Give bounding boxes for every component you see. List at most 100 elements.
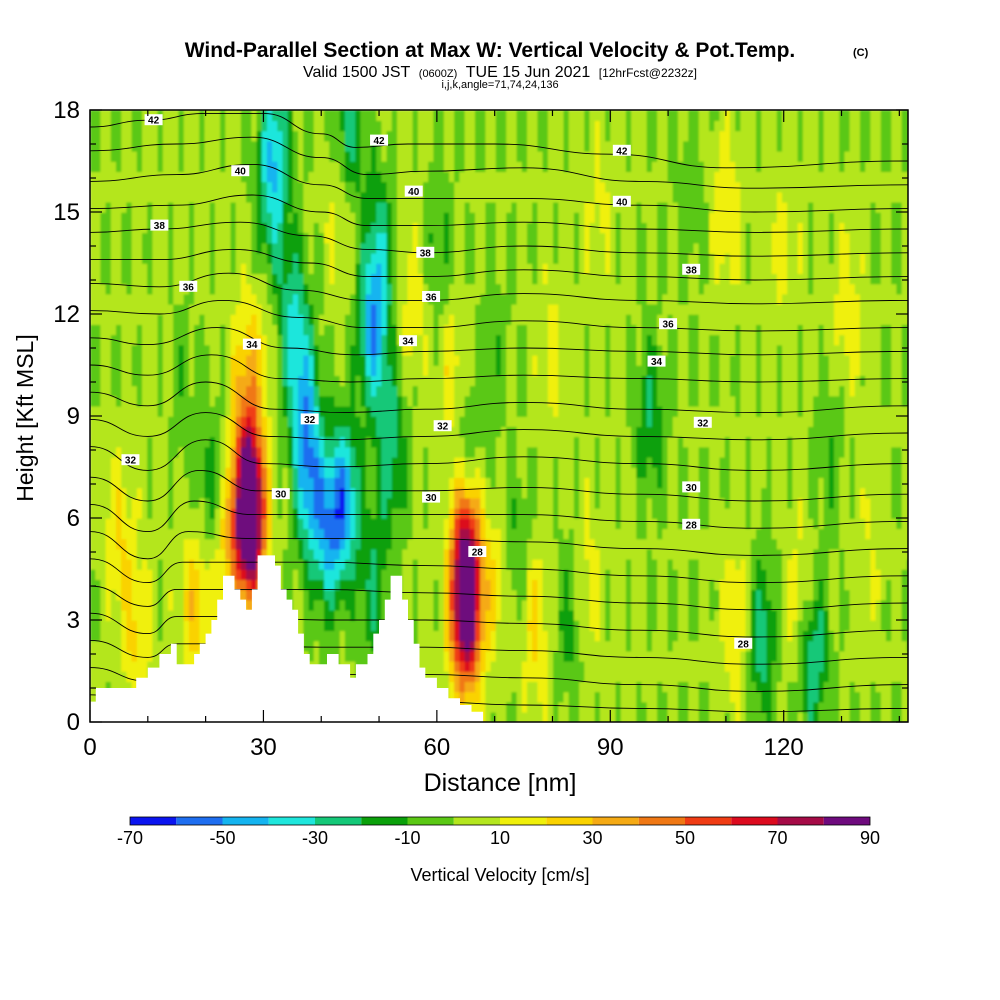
velocity-cell (558, 446, 565, 458)
velocity-cell (714, 640, 721, 652)
velocity-cell (376, 395, 383, 407)
velocity-cell (886, 660, 892, 672)
velocity-cell (782, 711, 788, 722)
velocity-cell (147, 528, 154, 540)
velocity-cell (464, 589, 471, 601)
velocity-cell (214, 426, 221, 438)
velocity-cell (251, 528, 258, 540)
velocity-cell (792, 599, 799, 611)
velocity-cell (537, 426, 544, 438)
velocity-cell (860, 426, 866, 438)
velocity-cell (485, 711, 492, 722)
velocity-cell (313, 538, 320, 550)
velocity-cell (631, 691, 638, 703)
velocity-cell (381, 589, 388, 601)
velocity-cell (152, 569, 159, 580)
velocity-cell (714, 426, 721, 438)
velocity-cell (339, 640, 346, 652)
velocity-cell (839, 569, 846, 580)
velocity-cell (870, 711, 877, 722)
velocity-cell (891, 660, 898, 672)
velocity-cell (865, 640, 872, 652)
velocity-cell (266, 416, 273, 427)
velocity-cell (657, 650, 664, 662)
velocity-cell (589, 548, 596, 560)
velocity-cell (449, 620, 455, 631)
velocity-cell (475, 691, 481, 703)
velocity-cell (521, 426, 528, 438)
velocity-cell (407, 416, 414, 427)
velocity-cell (443, 569, 450, 580)
velocity-cell (407, 528, 414, 540)
velocity-cell (417, 609, 424, 621)
velocity-cell (428, 518, 435, 529)
velocity-cell (121, 467, 128, 478)
velocity-cell (240, 507, 247, 519)
velocity-cell (464, 487, 471, 499)
velocity-cell (116, 507, 122, 519)
velocity-cell (178, 569, 185, 580)
velocity-cell (787, 579, 794, 591)
velocity-cell (204, 518, 211, 529)
velocity-cell (631, 660, 638, 672)
velocity-cell (121, 446, 128, 458)
velocity-cell (651, 497, 658, 509)
velocity-cell (646, 620, 653, 631)
velocity-cell (194, 640, 201, 652)
velocity-cell (282, 477, 289, 489)
velocity-cell (589, 405, 596, 417)
velocity-cell (818, 681, 825, 693)
velocity-cell (756, 681, 762, 693)
velocity-cell (152, 518, 159, 529)
velocity-cell (131, 446, 138, 458)
velocity-cell (490, 569, 497, 580)
velocity-cell (667, 456, 674, 468)
velocity-cell (662, 711, 669, 722)
velocity-cell (480, 701, 487, 713)
velocity-cell (246, 497, 253, 509)
velocity-cell (636, 650, 643, 662)
velocity-cell (589, 518, 596, 529)
velocity-cell (516, 589, 523, 601)
velocity-cell (438, 456, 445, 468)
velocity-cell (756, 579, 762, 591)
velocity-cell (792, 640, 799, 652)
velocity-cell (131, 589, 138, 601)
velocity-cell (667, 579, 674, 591)
velocity-cell (95, 569, 102, 580)
velocity-cell (454, 650, 461, 662)
velocity-cell (464, 558, 471, 570)
velocity-cell (849, 456, 856, 468)
velocity-cell (709, 477, 716, 489)
velocity-cell (688, 650, 695, 662)
velocity-cell (828, 446, 835, 458)
velocity-cell (256, 405, 263, 417)
velocity-cell (142, 528, 148, 540)
velocity-cell (532, 558, 539, 570)
velocity-cell (402, 538, 409, 550)
velocity-cell (761, 538, 768, 550)
velocity-cell (677, 538, 684, 550)
velocity-cell (532, 416, 539, 427)
velocity-cell (808, 701, 814, 713)
velocity-cell (230, 456, 237, 468)
velocity-cell (651, 630, 658, 642)
velocity-cell (667, 701, 674, 713)
velocity-cell (537, 640, 544, 652)
velocity-cell (110, 416, 117, 427)
velocity-cell (870, 691, 877, 703)
velocity-cell (703, 467, 710, 478)
velocity-cell (568, 630, 575, 642)
velocity-cell (891, 701, 898, 713)
velocity-cell (677, 528, 684, 540)
velocity-cell (459, 538, 466, 550)
velocity-cell (225, 426, 232, 438)
velocity-cell (625, 436, 632, 448)
velocity-cell (745, 579, 752, 591)
velocity-cell (729, 528, 736, 540)
velocity-cell (683, 497, 690, 509)
velocity-cell (495, 640, 502, 652)
velocity-cell (620, 436, 627, 448)
velocity-cell (636, 630, 643, 642)
velocity-cell (724, 701, 731, 713)
